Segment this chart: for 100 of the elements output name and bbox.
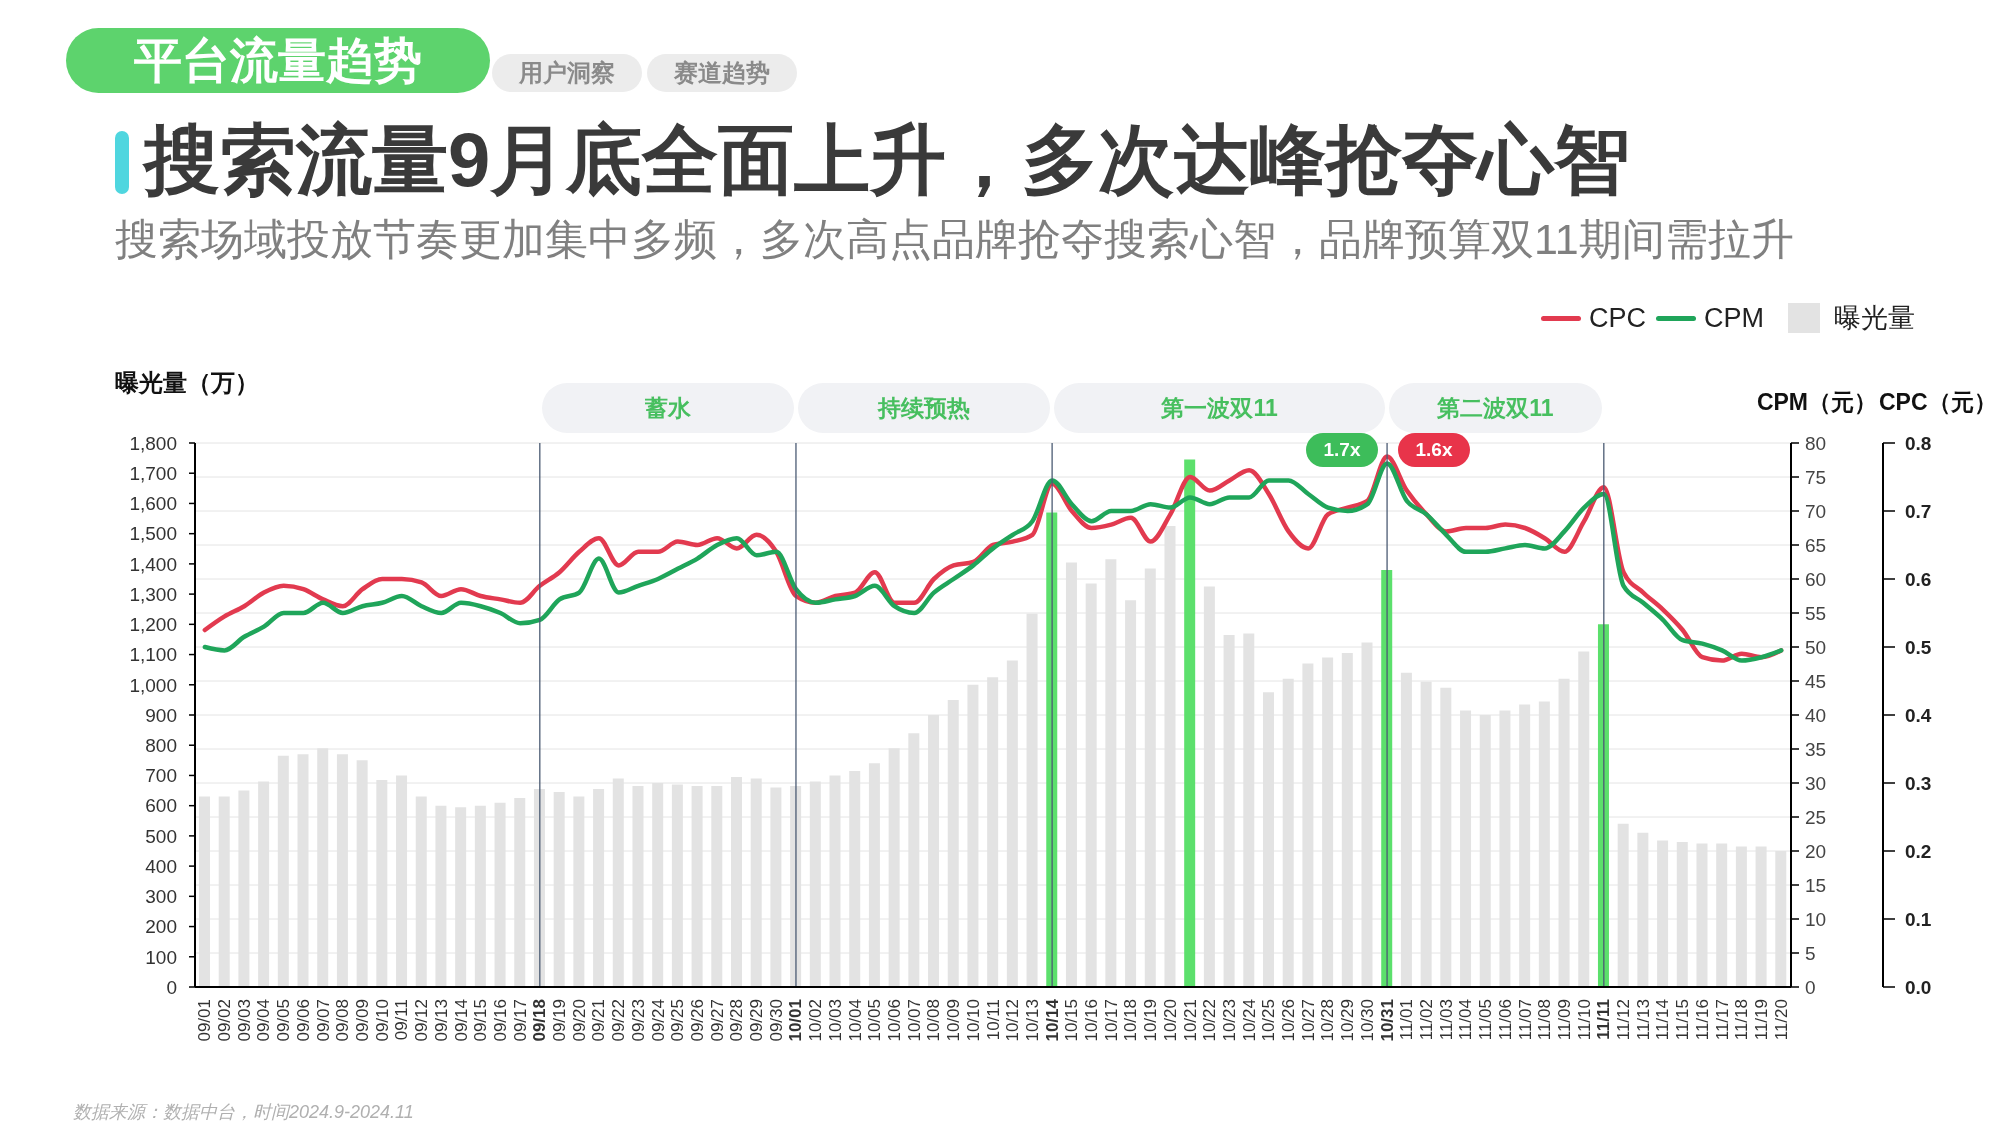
x-tick-label: 10/08 — [924, 999, 944, 1042]
y2-tick-label: 45 — [1805, 670, 1827, 692]
x-tick-label: 10/19 — [1141, 999, 1161, 1042]
y2-tick-label: 10 — [1805, 908, 1827, 930]
x-tick-label: 10/13 — [1022, 999, 1042, 1042]
x-tick-label: 11/10 — [1574, 999, 1594, 1041]
y2-tick-label: 40 — [1805, 704, 1827, 726]
x-tick-label: 10/18 — [1121, 999, 1141, 1042]
x-tick-label: 09/28 — [727, 999, 747, 1042]
y3-tick-label: 0.4 — [1905, 704, 1932, 726]
y2-tick-label: 60 — [1805, 568, 1827, 590]
x-tick-label: 10/30 — [1357, 999, 1377, 1042]
x-tick-label: 11/15 — [1673, 999, 1693, 1041]
x-tick-label: 11/01 — [1397, 999, 1417, 1041]
x-tick-label: 10/26 — [1279, 999, 1299, 1042]
x-tick-label: 09/01 — [195, 999, 215, 1042]
y2-tick-label: 25 — [1805, 806, 1827, 828]
x-tick-label: 09/30 — [766, 999, 786, 1042]
y2-tick-label: 55 — [1805, 602, 1827, 624]
y3-axis-title: CPC（元） — [1879, 388, 1997, 417]
x-tick-label: 11/12 — [1614, 999, 1634, 1041]
y3-tick-label: 0.1 — [1905, 908, 1932, 930]
x-tick-label: 09/18 — [530, 999, 550, 1042]
x-tick-label: 10/04 — [845, 999, 865, 1042]
x-tick-label: 10/11 — [983, 999, 1003, 1041]
x-tick-label: 10/28 — [1318, 999, 1338, 1042]
x-tick-label: 09/19 — [550, 999, 570, 1042]
x-tick-label: 09/06 — [293, 999, 313, 1042]
x-tick-label: 10/25 — [1259, 999, 1279, 1042]
y-tick-label: 1,400 — [129, 553, 177, 575]
y-tick-label: 900 — [145, 704, 177, 726]
x-tick-label: 09/15 — [471, 999, 491, 1042]
x-tick-label: 09/09 — [352, 999, 372, 1042]
tab-button: 赛道趋势 — [647, 54, 797, 92]
y3-tick-label: 0.8 — [1905, 432, 1932, 454]
x-tick-label: 09/29 — [747, 999, 767, 1042]
x-tick-label: 10/15 — [1062, 999, 1082, 1042]
x-tick-label: 09/21 — [589, 999, 609, 1042]
x-tick-label: 10/22 — [1200, 999, 1220, 1042]
y2-axis-title: CPM（元） — [1756, 388, 1877, 417]
y-tick-label: 1,800 — [129, 432, 177, 454]
y-tick-label: 1,100 — [129, 644, 177, 666]
x-tick-label: 11/18 — [1732, 999, 1752, 1041]
x-tick-label: 10/03 — [825, 999, 845, 1042]
x-tick-label: 11/06 — [1495, 999, 1515, 1041]
y2-tick-label: 65 — [1805, 534, 1827, 556]
y-tick-label: 1,500 — [129, 523, 177, 545]
x-tick-label: 09/23 — [628, 999, 648, 1042]
x-tick-label: 09/08 — [333, 999, 353, 1042]
text: 第二波双11 — [1389, 383, 1602, 433]
x-tick-label: 10/29 — [1338, 999, 1358, 1042]
y2-tick-label: 80 — [1805, 432, 1827, 454]
y2-tick-label: 0 — [1805, 976, 1816, 998]
y3-tick-label: 0.5 — [1905, 636, 1932, 658]
x-tick-label: 09/24 — [648, 999, 668, 1042]
y2-tick-label: 15 — [1805, 874, 1827, 896]
y2-tick-label: 70 — [1805, 500, 1827, 522]
y-tick-label: 1,200 — [129, 614, 177, 636]
source-note: 数据来源：数据中台，时间2024.9-2024.11 — [73, 1101, 414, 1124]
y-tick-label: 400 — [145, 855, 177, 877]
y-tick-label: 800 — [145, 734, 177, 756]
x-tick-label: 09/12 — [412, 999, 432, 1042]
x-tick-label: 09/07 — [313, 999, 333, 1042]
x-tick-label: 09/27 — [707, 999, 727, 1042]
x-tick-label: 09/11 — [392, 999, 412, 1041]
x-tick-label: 11/09 — [1554, 999, 1574, 1041]
y-tick-label: 600 — [145, 795, 177, 817]
x-tick-label: 11/13 — [1633, 999, 1653, 1041]
y2-tick-label: 5 — [1805, 942, 1816, 964]
x-tick-label: 10/31 — [1377, 999, 1397, 1042]
x-tick-label: 11/05 — [1476, 999, 1496, 1041]
tab-button: 用户洞察 — [492, 54, 642, 92]
x-tick-label: 09/20 — [569, 999, 589, 1042]
x-tick-label: 09/04 — [254, 999, 274, 1042]
x-tick-label: 09/02 — [215, 999, 235, 1042]
y-axis-title: 曝光量（万） — [115, 368, 259, 398]
x-tick-label: 09/26 — [687, 999, 707, 1042]
x-tick-label: 10/21 — [1180, 999, 1200, 1042]
y-tick-label: 500 — [145, 825, 177, 847]
x-tick-label: 09/25 — [668, 999, 688, 1042]
bar — [1184, 459, 1196, 987]
y-tick-label: 1,000 — [129, 674, 177, 696]
x-tick-label: 10/16 — [1082, 999, 1102, 1042]
x-tick-label: 10/10 — [963, 999, 983, 1042]
y3-tick-label: 0.6 — [1905, 568, 1932, 590]
tab-button: 平台流量趋势 — [66, 28, 490, 93]
x-tick-label: 11/20 — [1771, 999, 1791, 1041]
x-tick-label: 11/03 — [1436, 999, 1456, 1041]
x-tick-label: 09/14 — [451, 999, 471, 1042]
y3-tick-label: 0.0 — [1905, 976, 1932, 998]
y-tick-label: 100 — [145, 946, 177, 968]
x-tick-label: 10/09 — [944, 999, 964, 1042]
y2-tick-label: 50 — [1805, 636, 1827, 658]
y2-tick-label: 75 — [1805, 466, 1827, 488]
annotation: 1.6x — [1398, 433, 1470, 467]
x-tick-label: 09/22 — [609, 999, 629, 1042]
y-tick-label: 1,300 — [129, 583, 177, 605]
legend-label: CPM — [1704, 302, 1764, 334]
x-tick-label: 10/17 — [1101, 999, 1121, 1042]
text: 第一波双11 — [1054, 383, 1386, 433]
